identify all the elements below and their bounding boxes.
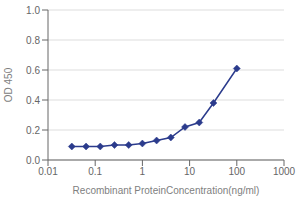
svg-text:1000: 1000	[273, 166, 292, 177]
svg-text:1: 1	[140, 166, 146, 177]
svg-text:0.01: 0.01	[38, 166, 58, 177]
svg-text:0.6: 0.6	[26, 65, 40, 76]
svg-text:Recombinant ProteinConcentrati: Recombinant ProteinConcentration(ng/ml)	[73, 185, 260, 196]
svg-text:100: 100	[228, 166, 245, 177]
svg-text:1.0: 1.0	[26, 5, 40, 16]
svg-text:0.8: 0.8	[26, 35, 40, 46]
svg-text:0.1: 0.1	[88, 166, 102, 177]
svg-text:0.2: 0.2	[26, 125, 40, 136]
svg-text:10: 10	[184, 166, 196, 177]
svg-text:0.4: 0.4	[26, 95, 40, 106]
svg-text:OD 450: OD 450	[8, 67, 14, 102]
svg-text:0.0: 0.0	[26, 155, 40, 166]
